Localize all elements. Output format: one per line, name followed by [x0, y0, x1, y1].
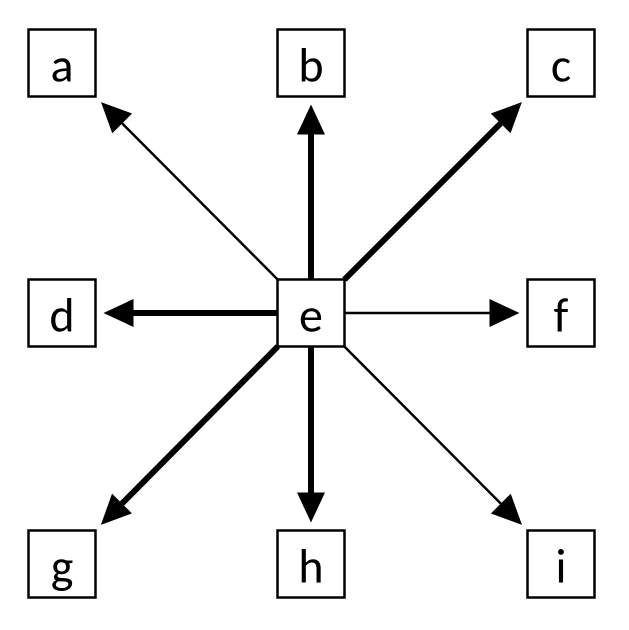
node-f: f [528, 280, 595, 347]
node-label: h [298, 537, 323, 596]
node-b: b [278, 30, 345, 97]
node-label: a [51, 36, 74, 95]
arrowhead-icon [297, 493, 325, 523]
node-label: d [49, 286, 74, 345]
edge-line [122, 347, 278, 504]
arrowhead-icon [490, 299, 520, 327]
node-label: i [555, 537, 566, 596]
node-a: a [29, 30, 96, 97]
node-h: h [278, 531, 345, 598]
edge-line [122, 123, 277, 279]
arrowhead-icon [104, 299, 134, 327]
arrowhead-icon [297, 105, 325, 135]
edge-line [344, 347, 500, 504]
node-c: c [528, 30, 595, 97]
node-label: c [551, 36, 571, 95]
diagram-canvas: a b c d e f g h i [0, 0, 629, 630]
node-label: f [554, 286, 569, 345]
node-e: e [278, 280, 345, 347]
node-label: e [299, 286, 323, 345]
node-d: d [29, 280, 96, 347]
node-label: b [298, 36, 323, 95]
node-i: i [528, 531, 595, 598]
node-g: g [29, 531, 96, 598]
edge-line [345, 123, 501, 279]
node-label: g [51, 537, 74, 596]
